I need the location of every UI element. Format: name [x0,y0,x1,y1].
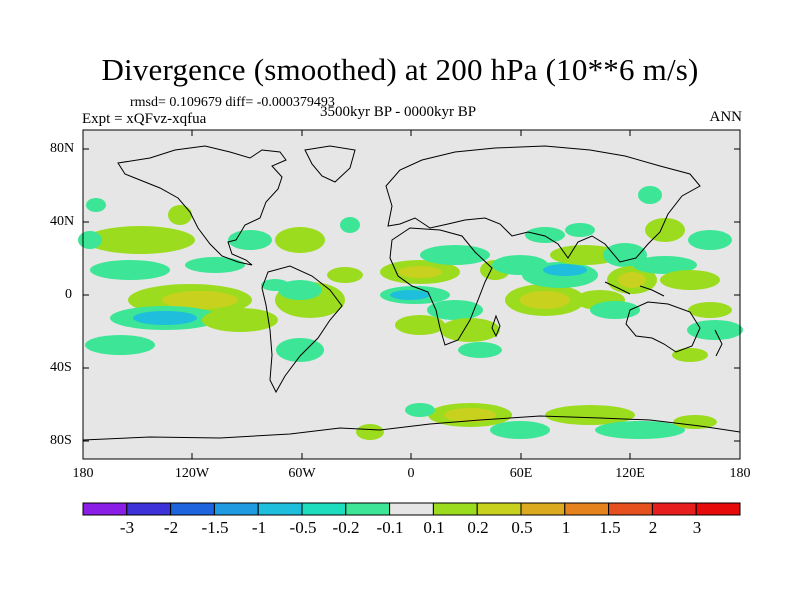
colorbar-box [257,502,303,516]
lon-label-180e: 180 [729,466,751,481]
colorbar-box [695,502,741,516]
colorbar-label: 3 [692,518,702,537]
coastlines [82,145,741,441]
colorbar-box [301,502,347,516]
experiment-label: Expt = xQFvz-xqfua [82,111,207,127]
colorbar-box [126,502,172,516]
colorbar [82,502,741,516]
lat-label-80n: 80N [50,141,75,156]
lon-label-0: 0 [407,466,415,481]
lon-label-120w: 120W [174,466,210,481]
colorbar-label: 2 [648,518,658,537]
colorbar-box [170,502,215,516]
colorbar-label: 0.2 [467,518,489,537]
stats-text: rmsd= 0.109679 diff= -0.000379493 [130,95,335,110]
colorbar-label: 1.5 [599,518,621,537]
colorbar-label: -0.5 [289,518,317,537]
lat-label-40n: 40N [50,214,75,229]
lon-label-60e: 60E [509,466,533,481]
colorbar-label: -3 [119,518,135,537]
colorbar-label: 1 [561,518,571,537]
colorbar-label: 0.1 [423,518,445,537]
lat-label-40s: 40S [50,360,72,375]
colorbar-label: -1 [251,518,267,537]
lat-label-0: 0 [65,287,72,302]
colorbar-box [476,502,522,516]
colorbar-label: -0.2 [332,518,360,537]
colorbar-box [608,502,653,516]
colorbar-box [651,502,697,516]
colorbar-box [213,502,259,516]
lat-label-80s: 80S [50,433,72,448]
lon-label-60w: 60W [288,466,316,481]
axis-ticks [83,130,740,459]
colorbar-label: -1.5 [201,518,229,537]
colorbar-label: -0.1 [376,518,404,537]
anomaly-contours [78,186,743,440]
season-label: ANN [709,109,743,125]
chart-title: Divergence (smoothed) at 200 hPa (10**6 … [101,52,699,87]
period-label: 3500kyr BP - 0000kyr BP [320,104,477,120]
colorbar-box [432,502,478,516]
lon-label-120e: 120E [615,466,645,481]
colorbar-label: 0.5 [511,518,533,537]
colorbar-label: -2 [163,518,179,537]
colorbar-box [345,502,391,516]
colorbar-box [520,502,566,516]
colorbar-box [564,502,610,516]
colorbar-box [389,502,434,516]
lon-label-180w: 180 [72,466,94,481]
colorbar-box [82,502,128,516]
